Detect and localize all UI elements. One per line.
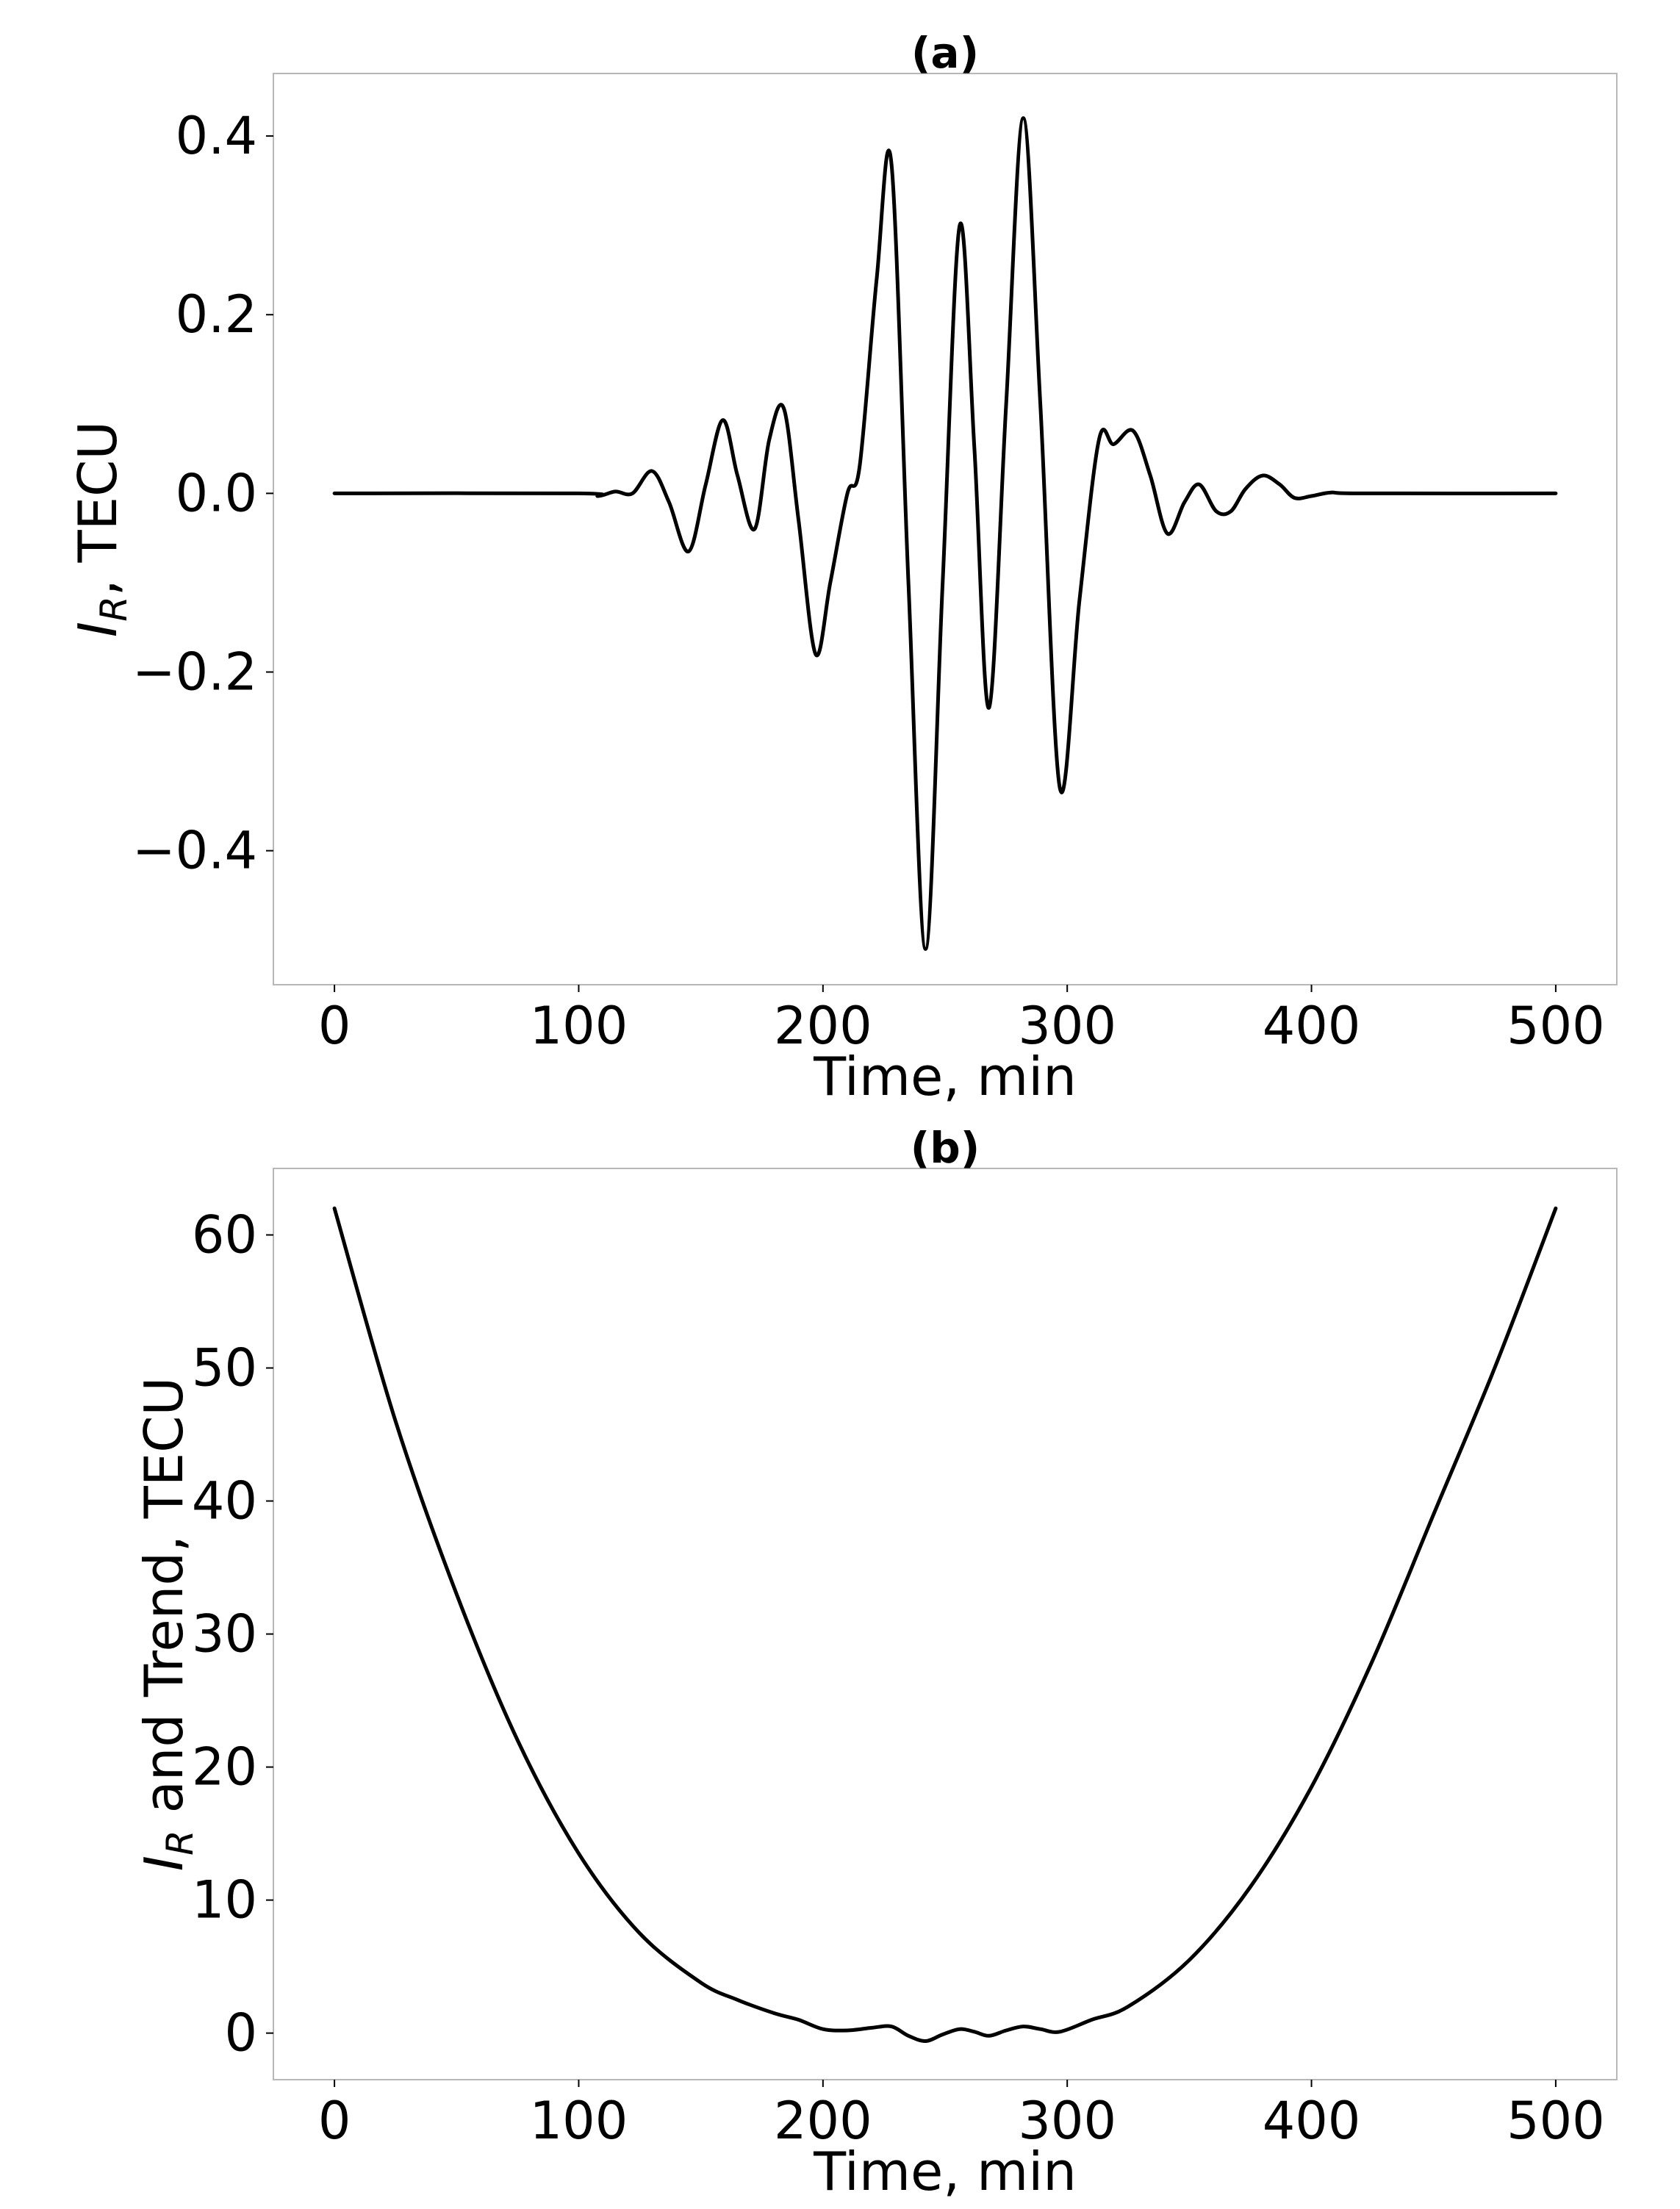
- x-tick-label: 300: [1018, 996, 1116, 1056]
- y-tick-label: 10: [192, 1870, 257, 1930]
- plot-frame: [273, 1168, 1618, 2080]
- x-tick-label: 100: [530, 2091, 628, 2151]
- y-tick-label: 0.0: [176, 463, 257, 523]
- chart-title: (b): [911, 1123, 980, 1173]
- x-axis-label: Time, min: [813, 1046, 1077, 1107]
- y-tick-label: 0.4: [176, 106, 257, 166]
- y-tick-label: 50: [192, 1338, 257, 1398]
- series-line: [332, 1206, 1558, 2043]
- x-tick-label: 200: [774, 996, 872, 1056]
- y-tick-label: −0.4: [132, 821, 257, 881]
- y-tick-label: 0.2: [176, 284, 257, 345]
- chart-title: (a): [911, 28, 979, 78]
- y-tick-label: 60: [192, 1205, 257, 1265]
- y-axis-label-subscript: R: [159, 1830, 201, 1856]
- x-tick-label: 100: [530, 996, 628, 1056]
- x-tick-label: 400: [1263, 996, 1361, 1056]
- chart-panel-a: (a) 0 100 200 300 400 500 0.4 0.2 0.0 −0.2 −0.4 Time…: [67, 28, 1618, 1107]
- y-axis-label: IR and Trend, TECU: [133, 1377, 201, 1871]
- y-axis-label: IR, TECU: [67, 421, 135, 637]
- x-tick-label: 0: [318, 2091, 351, 2151]
- series-line: [332, 116, 1558, 951]
- y-axis-label-subscript: R: [93, 596, 135, 622]
- y-axis-label-text: and Trend, TECU: [133, 1377, 195, 1831]
- y-axis-label-symbol: I: [67, 622, 129, 637]
- x-tick-label: 400: [1263, 2091, 1361, 2151]
- y-tick-label: 0: [224, 2003, 257, 2063]
- y-tick-label: 30: [192, 1604, 257, 1664]
- x-tick-label: 300: [1018, 2091, 1116, 2151]
- x-tick-label: 500: [1507, 996, 1605, 1056]
- y-axis-label-text: , TECU: [67, 421, 129, 596]
- x-tick-label: 0: [318, 996, 351, 1056]
- y-axis-label-symbol: I: [133, 1856, 195, 1871]
- y-tick-label: 20: [192, 1737, 257, 1797]
- y-tick-label: 40: [192, 1471, 257, 1531]
- plot-frame: [273, 73, 1618, 985]
- x-tick-label: 200: [774, 2091, 872, 2151]
- x-axis-label: Time, min: [813, 2141, 1077, 2202]
- y-tick-label: −0.2: [132, 642, 257, 703]
- x-tick-label: 500: [1507, 2091, 1605, 2151]
